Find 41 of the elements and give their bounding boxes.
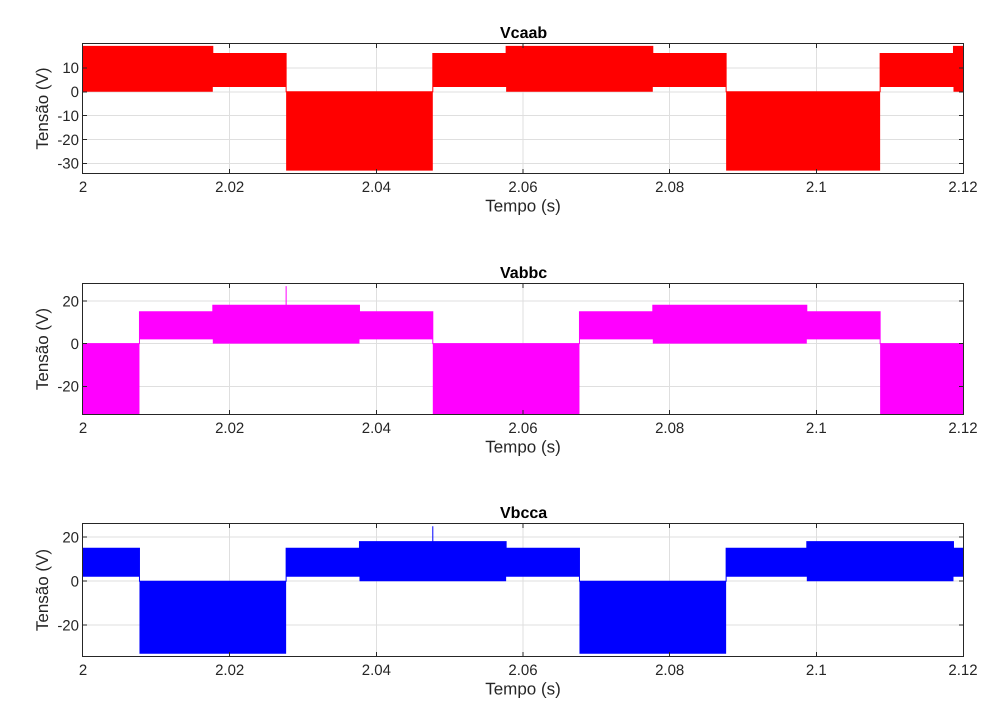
x-tick-label: 2.08	[655, 420, 684, 437]
y-tick-label: 10	[62, 60, 79, 78]
x-tick-label: 2.04	[362, 179, 391, 196]
x-tick-label: 2.08	[655, 179, 684, 196]
chart-title: Vabbc	[500, 265, 548, 282]
y-tick-label: 20	[62, 293, 79, 310]
y-tick-label: 0	[70, 84, 79, 102]
y-axis-title: Tensão (V)	[32, 548, 52, 632]
y-tick-label: -20	[57, 378, 79, 396]
x-axis-title: Tempo (s)	[485, 679, 561, 698]
y-tick-label: -20	[57, 617, 79, 634]
x-tick-label: 2.1	[806, 662, 827, 679]
x-tick-label: 2	[78, 662, 88, 679]
x-axis-title: Tempo (s)	[485, 437, 561, 456]
x-tick-label: 2.12	[948, 662, 978, 679]
x-tick-label: 2.1	[806, 420, 827, 437]
x-axis-title: Tempo (s)	[485, 196, 561, 216]
x-tick-label: 2.12	[948, 179, 978, 196]
x-tick-label: 2.06	[508, 662, 538, 679]
y-axis-title: Tensão (V)	[32, 67, 52, 150]
x-tick-label: 2.04	[362, 662, 391, 679]
y-tick-label: 20	[62, 529, 79, 546]
y-axis-title: Tensão (V)	[32, 308, 52, 390]
y-tick-label: 0	[70, 573, 79, 590]
chart-title: Vbcca	[500, 505, 548, 522]
x-tick-label: 2.02	[215, 179, 244, 196]
y-tick-label: -10	[57, 108, 79, 125]
x-tick-label: 2.02	[215, 420, 244, 437]
x-tick-label: 2.06	[508, 179, 538, 196]
y-tick-label: 0	[70, 336, 79, 353]
x-tick-label: 2.06	[508, 420, 538, 437]
y-tick-label: -30	[57, 156, 79, 173]
x-tick-label: 2.12	[948, 420, 978, 437]
x-tick-label: 2	[78, 179, 88, 196]
x-tick-label: 2.08	[655, 662, 684, 679]
x-tick-label: 2.02	[215, 662, 244, 679]
chart-title: Vcaab	[500, 25, 548, 42]
x-tick-label: 2	[78, 420, 88, 437]
x-tick-label: 2.04	[362, 420, 391, 437]
y-tick-label: -20	[57, 132, 79, 149]
x-tick-label: 2.1	[806, 179, 827, 196]
